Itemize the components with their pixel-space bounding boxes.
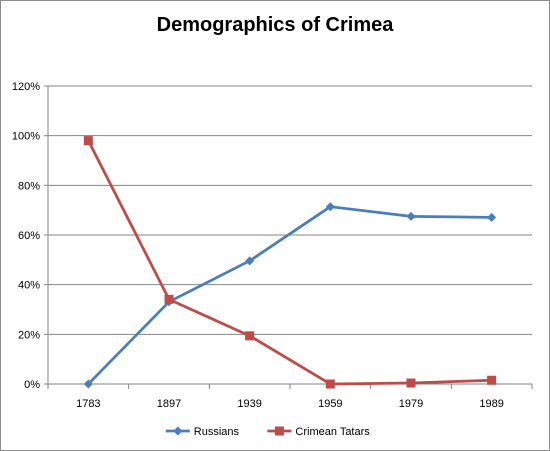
y-tick-label: 20% (18, 329, 40, 341)
x-tick-label: 1939 (237, 398, 261, 410)
series (83, 136, 497, 389)
y-tick-label: 80% (18, 180, 40, 192)
chart-title: Demographics of Crimea (156, 14, 394, 36)
y-tick-label: 0% (24, 379, 40, 391)
legend-marker (173, 426, 183, 436)
data-point (83, 136, 93, 146)
grid-lines (48, 85, 532, 335)
data-point (406, 211, 416, 221)
axes: 0% 20% 40% 60% 80% 100% 120% 1783 1897 1939 1959 19… (12, 81, 533, 410)
x-tick-label: 1979 (399, 398, 423, 410)
x-tick-label: 1897 (157, 398, 181, 410)
series-line (87, 205, 492, 385)
x-tick-label: 1783 (76, 398, 100, 410)
legend-label: Crimean Tatars (295, 426, 370, 438)
legend-entry: Russians (165, 426, 240, 438)
series-0 (83, 202, 497, 389)
y-tick-label: 120% (12, 81, 40, 93)
series-1 (83, 136, 497, 389)
series-line (87, 140, 492, 386)
legend: Russians Crimean Tatars (165, 426, 370, 438)
legend-marker (274, 426, 284, 436)
legend-entry: Crimean Tatars (267, 426, 370, 438)
data-point (406, 378, 416, 388)
data-point (164, 294, 174, 304)
x-tick-label: 1959 (318, 398, 342, 410)
x-tick-label: 1989 (479, 398, 503, 410)
data-point (487, 212, 497, 222)
data-point (325, 202, 335, 212)
data-point (83, 379, 93, 389)
data-point (245, 331, 255, 341)
legend-label: Russians (194, 426, 240, 438)
data-point (325, 379, 335, 389)
y-tick-label: 40% (18, 280, 40, 292)
y-tick-label: 100% (12, 131, 40, 143)
y-tick-label: 60% (18, 230, 40, 242)
data-point (487, 375, 497, 385)
data-point (245, 256, 255, 266)
